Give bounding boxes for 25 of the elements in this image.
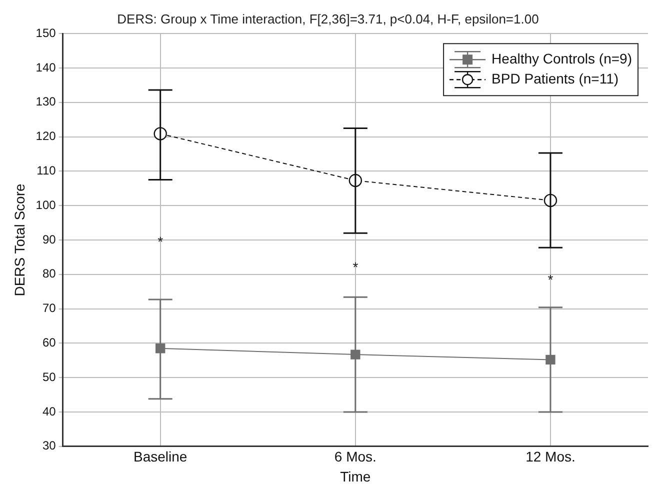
legend-label: Healthy Controls (n=9) [492, 50, 632, 66]
x-axis-title: Time [340, 468, 371, 484]
legend-label: BPD Patients (n=11) [492, 70, 619, 86]
y-tick-label: 60 [42, 336, 56, 350]
y-tick-label: 130 [36, 94, 56, 109]
y-tick-label: 90 [42, 232, 56, 246]
x-tick-label: 6 Mos. [334, 448, 376, 465]
annotation: * [158, 234, 164, 250]
y-axis-title: DERS Total Score [11, 184, 28, 296]
y-tick-label: 100 [36, 198, 56, 212]
annotation: * [548, 271, 554, 288]
y-tick-label: 120 [36, 129, 56, 144]
y-tick-label: 70 [42, 301, 56, 316]
y-tick-label: 140 [36, 60, 56, 74]
x-tick-label: 12 Mos. [526, 448, 576, 465]
y-tick-label: 80 [42, 266, 56, 281]
x-tick-label: Baseline [134, 448, 188, 465]
chart-title: DERS: Group x Time interaction, F[2,36]=3.71, p<0.04, H-F, epsilon=1.00 [117, 11, 539, 26]
y-tick-label: 50 [42, 370, 56, 384]
y-tick-label: 30 [42, 438, 56, 453]
point [350, 350, 360, 360]
y-tick-label: 40 [42, 404, 56, 418]
y-tick-label: 150 [36, 26, 56, 40]
y-tick-label: 110 [36, 164, 56, 178]
annotation: * [352, 258, 359, 275]
